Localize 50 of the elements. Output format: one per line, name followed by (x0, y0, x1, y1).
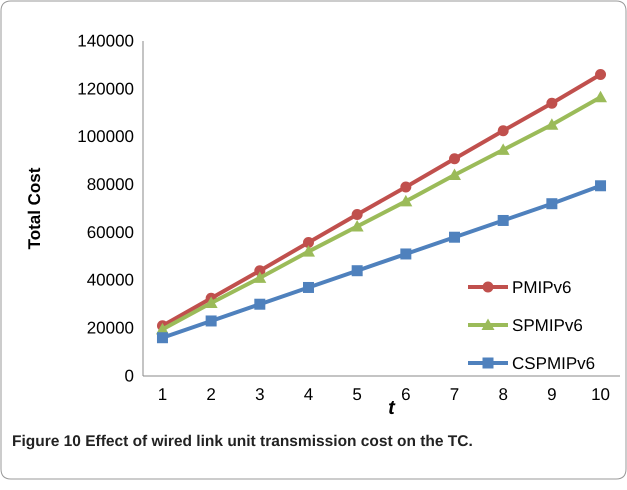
point (399, 194, 412, 206)
point (400, 248, 412, 260)
point (254, 298, 266, 310)
y-axis-title: Total Cost (25, 167, 44, 250)
y-tick-label: 120000 (77, 79, 134, 98)
x-tick-label: 4 (304, 385, 314, 404)
point (302, 282, 314, 293)
x-tick-label: 8 (498, 385, 508, 404)
point (350, 220, 364, 232)
y-tick-label: 40000 (86, 270, 134, 290)
point (546, 98, 558, 109)
point (498, 125, 509, 136)
x-tick-label: 2 (206, 385, 216, 404)
caption: Figure 10 Effect of wired link unit transmission cost on the TC. (12, 433, 473, 450)
point (496, 143, 510, 155)
point (352, 208, 363, 220)
y-tick-label: 80000 (86, 175, 134, 194)
point (545, 118, 558, 130)
x-tick-label: 7 (450, 385, 460, 404)
x-tick-label: 10 (591, 385, 610, 404)
point (352, 265, 363, 276)
x-tick-label: 1 (158, 385, 168, 404)
x-tick-label: 6 (401, 385, 411, 404)
y-tick-label: 60000 (86, 222, 134, 242)
y-tick-label: 140000 (77, 31, 134, 50)
x-tick-label: 9 (547, 385, 557, 404)
point (156, 332, 168, 344)
x-tick-label: 3 (255, 385, 265, 404)
point (400, 181, 412, 192)
y-tick-label: 20000 (86, 318, 134, 338)
point (595, 69, 606, 80)
point (206, 315, 217, 326)
legend-label: PMIPv6 (512, 278, 572, 297)
point (253, 271, 266, 283)
y-tick-label: 100000 (77, 127, 134, 146)
y-tick-label: 0 (124, 366, 134, 386)
point (449, 153, 460, 164)
point (204, 296, 218, 308)
x-axis-title: t (388, 397, 396, 419)
legend-label: CSPMIPv6 (512, 354, 596, 373)
point (448, 168, 462, 180)
legend-label: SPMIPv6 (512, 316, 583, 335)
point (546, 198, 558, 210)
point (449, 232, 460, 243)
point (498, 214, 509, 226)
point (595, 180, 606, 192)
point (302, 245, 315, 257)
point (302, 236, 314, 248)
point (594, 90, 608, 102)
x-tick-label: 5 (352, 385, 362, 404)
